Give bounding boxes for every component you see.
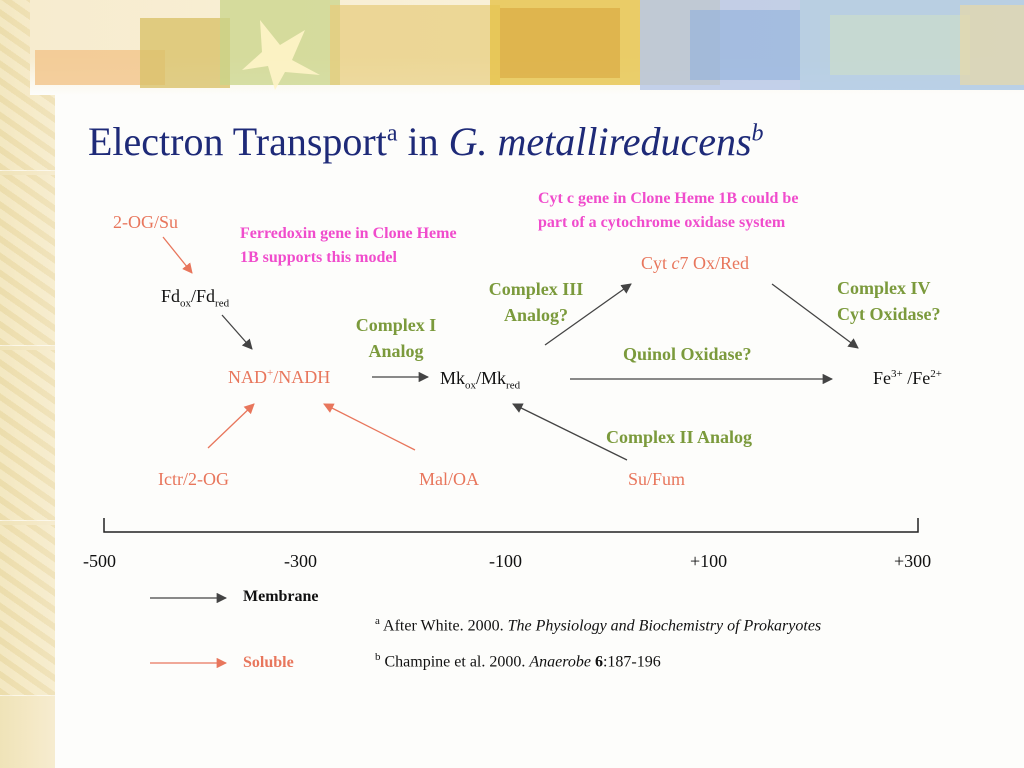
fe-a: Fe bbox=[873, 368, 891, 388]
cyt-c: c bbox=[671, 253, 680, 273]
fd-slash: /Fd bbox=[191, 286, 216, 306]
nad-sup: + bbox=[267, 367, 274, 379]
legend-soluble-label: Soluble bbox=[243, 654, 294, 671]
mk-slash: /Mk bbox=[476, 368, 507, 388]
ref-b-text: Champine et al. 2000. bbox=[380, 653, 530, 671]
node-nad: NAD+/NADH bbox=[228, 367, 331, 387]
title-in: in bbox=[397, 119, 449, 164]
arrow-sufum-to-mk bbox=[512, 403, 628, 461]
title-main: Electron Transport bbox=[88, 119, 387, 164]
title-footnote-a: a bbox=[386, 120, 398, 147]
label-complex-ii: Complex II Analog bbox=[606, 427, 753, 447]
fd-red: red bbox=[215, 297, 230, 310]
node-ictr-2og: Ictr/2-OG bbox=[158, 469, 229, 489]
strip-tile bbox=[0, 350, 55, 521]
arrow-mal-to-nad bbox=[323, 403, 416, 451]
banner-art bbox=[35, 0, 1024, 90]
label-complex-iv: Complex IV Cyt Oxidase? bbox=[837, 275, 941, 327]
node-mk: Mkox/Mkred bbox=[440, 369, 520, 392]
mk-base: Mk bbox=[440, 368, 466, 388]
node-cyt-c7: Cyt c7 Ox/Red bbox=[641, 254, 749, 272]
mk-red: red bbox=[506, 379, 521, 392]
note-ferredoxin: Ferredoxin gene in Clone Heme 1B supports… bbox=[240, 222, 457, 270]
arrow-cyt-to-fe bbox=[771, 283, 859, 349]
ref-b-journal: Anaerobe bbox=[529, 653, 591, 671]
arrow-og-to-fd bbox=[162, 236, 193, 274]
complex-iv-line2: Cyt Oxidase? bbox=[837, 304, 941, 325]
slide-title: Electron Transporta in G. metallireducen… bbox=[88, 118, 764, 165]
ref-b-pages: :187-196 bbox=[602, 653, 661, 671]
reference-a: a After White. 2000. The Physiology and … bbox=[375, 615, 821, 635]
legend-membrane-label: Membrane bbox=[243, 588, 319, 605]
complex-i-line2: Analog bbox=[368, 341, 424, 362]
node-fe: Fe3+ /Fe2+ bbox=[873, 368, 942, 388]
ferredoxin-line1: Ferredoxin gene in Clone Heme bbox=[240, 225, 457, 242]
title-footnote-b: b bbox=[751, 120, 764, 147]
fd-ox: ox bbox=[180, 297, 192, 310]
axis-tick-label: +300 bbox=[894, 551, 932, 571]
arrow-mk-to-cyt bbox=[544, 283, 632, 346]
axis-tick-label: +100 bbox=[690, 551, 728, 571]
nad-base: NAD bbox=[228, 367, 267, 387]
strip-tile bbox=[0, 175, 55, 346]
complex-iv-line1: Complex IV bbox=[837, 278, 931, 298]
label-quinol-oxidase: Quinol Oxidase? bbox=[623, 344, 752, 364]
nad-rest: /NADH bbox=[273, 367, 331, 387]
complex-iii-line1: Complex III bbox=[488, 279, 584, 299]
ref-b-volume: 6 bbox=[594, 653, 603, 671]
node-su-fum: Su/Fum bbox=[628, 469, 686, 489]
axis-tick-label: -100 bbox=[489, 551, 522, 571]
ref-a-text: After White. 2000. bbox=[379, 617, 508, 635]
node-fd: Fdox/Fdred bbox=[161, 287, 229, 310]
title-species: G. metallireducens bbox=[448, 119, 752, 164]
ref-a-book: The Physiology and Biochemistry of Proka… bbox=[507, 617, 822, 635]
ferredoxin-line2: 1B supports this model bbox=[240, 249, 397, 266]
strip-tile bbox=[0, 525, 55, 696]
label-complex-iii: Complex III Analog? bbox=[470, 276, 602, 328]
arrow-ictr-to-nad bbox=[207, 403, 255, 449]
cyt-b: 7 Ox/Red bbox=[679, 253, 750, 273]
node-og-su: 2-OG/Su bbox=[113, 212, 179, 232]
label-complex-i: Complex I Analog bbox=[336, 312, 456, 364]
complex-i-line1: Complex I bbox=[355, 315, 437, 335]
cytc-line1: Cyt c gene in Clone Heme 1B could be bbox=[538, 190, 799, 207]
cyt-a: Cyt bbox=[641, 253, 672, 273]
cytc-line2: part of a cytochrome oxidase system bbox=[538, 214, 786, 231]
mk-ox: ox bbox=[465, 379, 477, 392]
fe-sup1: 3+ bbox=[891, 368, 903, 380]
axis-tick-label: -500 bbox=[83, 551, 116, 571]
ref-b-sup: b bbox=[375, 651, 381, 663]
reference-b: b Champine et al. 2000. Anaerobe 6:187-1… bbox=[375, 651, 661, 671]
ref-a-sup: a bbox=[375, 615, 380, 627]
redox-axis-line bbox=[103, 518, 919, 533]
fe-b: /Fe bbox=[902, 368, 931, 388]
node-mal-oa: Mal/OA bbox=[419, 469, 479, 489]
top-decor-banner bbox=[30, 0, 1024, 95]
arrow-fd-to-nad bbox=[221, 314, 253, 350]
fe-sup2: 2+ bbox=[930, 368, 942, 380]
note-cytochrome: Cyt c gene in Clone Heme 1B could be part… bbox=[538, 187, 798, 235]
complex-iii-line2: Analog? bbox=[503, 305, 568, 326]
axis-tick-label: -300 bbox=[284, 551, 317, 571]
fd-base: Fd bbox=[161, 286, 181, 306]
